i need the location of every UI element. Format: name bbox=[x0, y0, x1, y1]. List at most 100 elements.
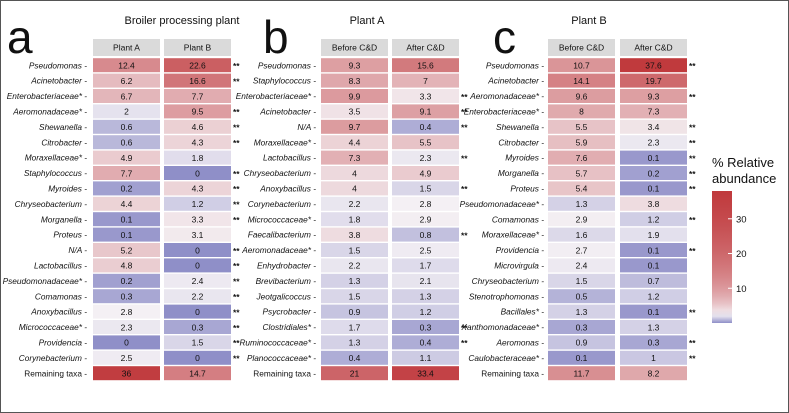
cell-value: 0.1 bbox=[121, 215, 133, 225]
heatmap-cell bbox=[93, 166, 160, 180]
cell-value: 3.8 bbox=[349, 230, 361, 240]
heatmap-cell bbox=[392, 304, 459, 319]
cell-value: 2.5 bbox=[121, 353, 133, 363]
cell-value: 0.1 bbox=[648, 184, 660, 194]
row-label: Enhydrobacter - bbox=[257, 261, 316, 271]
cell-value: 1.5 bbox=[576, 276, 588, 286]
heatmap-cell bbox=[321, 289, 388, 304]
row-label: Xanthomonadaceae* - bbox=[460, 322, 544, 332]
heatmap-cell bbox=[548, 58, 615, 73]
heatmap-cell bbox=[164, 58, 231, 73]
row-label: Comamonas - bbox=[35, 291, 87, 301]
row-label: Shewanella - bbox=[496, 122, 544, 132]
cell-value: 4.3 bbox=[192, 138, 204, 148]
significance-marker: ** bbox=[233, 323, 240, 333]
significance-marker: ** bbox=[689, 123, 696, 133]
significance-marker: ** bbox=[689, 138, 696, 148]
legend-tick-label: 30 bbox=[736, 214, 747, 225]
heatmap-cell bbox=[93, 258, 160, 273]
heatmap-cell bbox=[93, 135, 160, 150]
cell-value: 3.3 bbox=[420, 91, 432, 101]
cell-value: 9.5 bbox=[192, 107, 204, 117]
cell-value: 0.1 bbox=[648, 307, 660, 317]
cell-value: 2.8 bbox=[420, 199, 432, 209]
cell-value: 1.2 bbox=[648, 292, 660, 302]
cell-value: 12.4 bbox=[118, 61, 135, 71]
cell-value: 1.8 bbox=[192, 153, 204, 163]
row-label: Morganella - bbox=[41, 214, 87, 224]
cell-value: 9.1 bbox=[420, 107, 432, 117]
cell-value: 5.5 bbox=[576, 122, 588, 132]
panel-title: Broiler processing plant bbox=[125, 15, 240, 27]
cell-value: 2.2 bbox=[192, 292, 204, 302]
row-label: Acinetobacter - bbox=[487, 76, 544, 86]
heatmap-cell bbox=[321, 320, 388, 334]
heatmap-cell bbox=[392, 258, 459, 273]
cell-value: 1.9 bbox=[648, 230, 660, 240]
cell-value: 0 bbox=[195, 307, 200, 317]
significance-marker: ** bbox=[461, 230, 468, 240]
column-header-bg bbox=[392, 39, 459, 56]
cell-value: 4.3 bbox=[192, 184, 204, 194]
cell-value: 1.2 bbox=[420, 307, 432, 317]
heatmap-cell bbox=[321, 150, 388, 165]
row-label: Jeotgalicoccus - bbox=[256, 291, 317, 301]
cell-value: 8.3 bbox=[349, 76, 361, 86]
cell-value: 9.7 bbox=[349, 122, 361, 132]
column-header: After C&D bbox=[406, 43, 444, 53]
heatmap-cell bbox=[620, 350, 687, 365]
heatmap-cell bbox=[392, 320, 459, 334]
significance-marker: ** bbox=[233, 200, 240, 210]
significance-marker: ** bbox=[233, 354, 240, 364]
row-label: N/A - bbox=[297, 122, 316, 132]
row-label: Enterobacteriaceae* - bbox=[464, 107, 544, 117]
heatmap-cell bbox=[164, 273, 231, 288]
heatmap-cell bbox=[321, 135, 388, 150]
heatmap-cell bbox=[548, 335, 615, 350]
cell-value: 19.7 bbox=[645, 76, 662, 86]
significance-marker: ** bbox=[689, 215, 696, 225]
cell-value: 9.3 bbox=[349, 61, 361, 71]
significance-marker: ** bbox=[233, 138, 240, 148]
cell-value: 1.6 bbox=[576, 230, 588, 240]
cell-value: 7.7 bbox=[121, 168, 133, 178]
cell-value: 0 bbox=[124, 338, 129, 348]
heatmap-cell bbox=[392, 104, 459, 119]
row-label: Chryseobacterium - bbox=[472, 276, 545, 286]
cell-value: 7.3 bbox=[648, 107, 660, 117]
cell-value: 10.7 bbox=[573, 61, 590, 71]
significance-marker: ** bbox=[233, 277, 240, 287]
row-label: Myroides - bbox=[48, 184, 87, 194]
row-label: Proteus - bbox=[53, 230, 87, 240]
cell-value: 0.1 bbox=[121, 230, 133, 240]
cell-value: 1.3 bbox=[349, 276, 361, 286]
heatmap-cell bbox=[93, 150, 160, 165]
heatmap-cell bbox=[93, 58, 160, 73]
cell-value: 3.1 bbox=[192, 230, 204, 240]
cell-value: 21 bbox=[350, 369, 360, 379]
heatmap-cell bbox=[164, 212, 231, 227]
cell-value: 0.1 bbox=[648, 261, 660, 271]
cell-value: 1 bbox=[651, 353, 656, 363]
heatmap-cell bbox=[392, 73, 459, 88]
cell-value: 5.9 bbox=[576, 138, 588, 148]
row-label: Providencia - bbox=[496, 245, 545, 255]
heatmap-cell bbox=[164, 89, 231, 103]
heatmap-cell bbox=[548, 258, 615, 273]
cell-value: 1.3 bbox=[576, 199, 588, 209]
cell-value: 2.3 bbox=[648, 138, 660, 148]
column-header: Before C&D bbox=[559, 43, 604, 53]
cell-value: 0.1 bbox=[576, 353, 588, 363]
heatmap-cell bbox=[164, 320, 231, 334]
heatmap-cell bbox=[321, 212, 388, 227]
heatmap-cell bbox=[164, 227, 231, 242]
cell-value: 11.7 bbox=[574, 369, 590, 379]
row-label: Corynebacterium - bbox=[19, 353, 87, 363]
cell-value: 2.2 bbox=[349, 199, 361, 209]
heatmap-cell bbox=[620, 104, 687, 119]
row-label: Pseudomonadaceae* - bbox=[460, 199, 545, 209]
row-label: Citrobacter - bbox=[498, 137, 544, 147]
heatmap-cell bbox=[620, 366, 687, 381]
row-label: Remaining taxa - bbox=[253, 368, 316, 378]
